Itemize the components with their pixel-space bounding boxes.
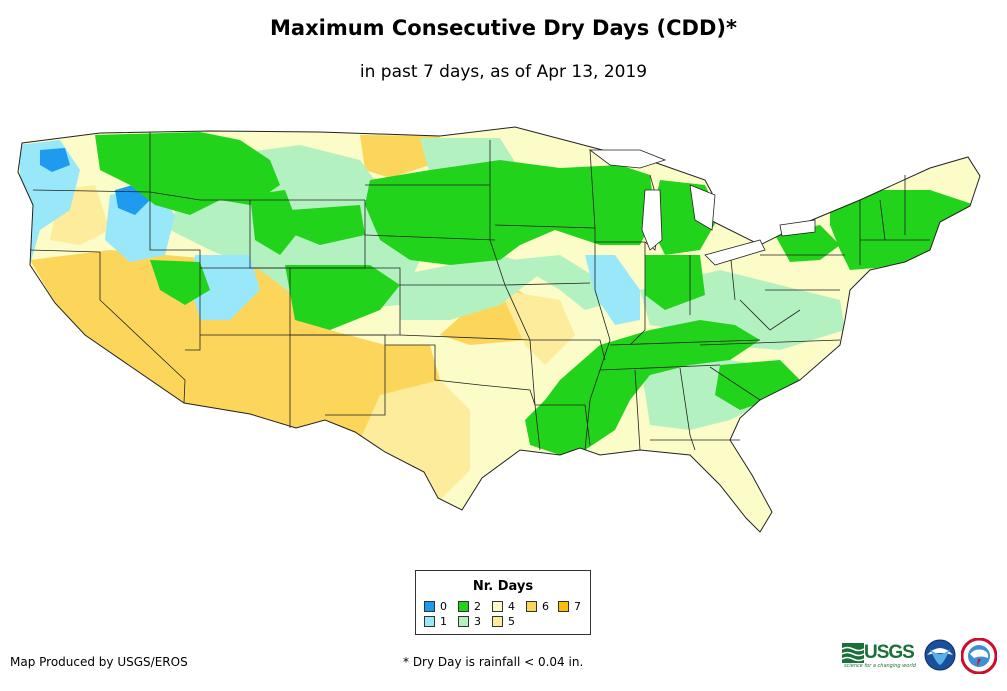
border-mn-ia — [494, 224, 596, 229]
zone-2-days-carolinas — [715, 360, 800, 410]
zone-3-days-plains — [400, 255, 545, 320]
legend-swatch-0 — [424, 601, 435, 612]
lake-michigan — [641, 189, 663, 251]
border-ne-sd — [364, 234, 496, 241]
border-ms-al — [634, 369, 641, 451]
border-nc-va — [699, 339, 841, 346]
zone-1-day-pacific-northwest — [18, 140, 80, 265]
legend-item-2: 2 — [458, 601, 481, 613]
legend-label-3: 3 — [474, 615, 481, 628]
zone-1-day-colorado — [190, 255, 260, 320]
border-il-in — [629, 242, 646, 346]
us-dry-days-map — [17, 126, 981, 533]
dry-day-footnote: * Dry Day is rainfall < 0.04 in. — [403, 655, 584, 669]
legend-item-4: 4 — [492, 601, 515, 613]
nws-logo-icon — [961, 638, 997, 674]
zone-3-days-upper-midwest — [510, 255, 620, 310]
great-lakes — [588, 149, 816, 266]
legend-swatch-6 — [526, 601, 537, 612]
lake-superior — [588, 149, 667, 169]
usgs-wave-icon — [842, 643, 864, 663]
zone-2-days-mississippi — [525, 320, 760, 455]
legend-swatch-2 — [458, 601, 469, 612]
legend-title: Nr. Days — [472, 579, 534, 594]
border-vt-nh — [879, 199, 886, 241]
zone-5-days-plains — [500, 290, 575, 365]
zone-2-days-wyoming — [250, 190, 300, 255]
usgs-tagline: science for a changing world — [844, 663, 916, 669]
border-nm-tx — [290, 334, 386, 416]
legend-item-0: 0 — [424, 601, 447, 613]
legend-item-7: 7 — [558, 601, 581, 613]
usgs-logo: USGS science for a changing world — [842, 641, 918, 671]
legend-swatch-5 — [492, 616, 503, 627]
border-al-ga — [679, 367, 696, 451]
zone-2-days-colorado — [285, 265, 400, 330]
lake-erie — [704, 239, 766, 266]
legend-label-5: 5 — [508, 615, 515, 628]
zone-2-days-northern-plains-strip — [290, 205, 365, 245]
zone-2-days-northern-rockies — [95, 132, 280, 215]
dry-days-color-fill — [18, 127, 980, 532]
zone-5-days-southern-plains — [360, 380, 470, 500]
zone-2-days-utah — [150, 260, 210, 305]
zone-2-days-north-central — [365, 160, 655, 265]
border-wa-or — [32, 189, 151, 193]
border-va-wv — [739, 299, 801, 331]
border-nv-ut — [149, 192, 201, 351]
border-tn-al — [599, 364, 721, 371]
lake-ontario — [779, 219, 816, 237]
border-ca-nv — [99, 252, 186, 404]
usgs-wordmark: USGS — [864, 642, 915, 663]
zone-6-days-southwest — [30, 250, 440, 440]
map-credit: Map Produced by USGS/EROS — [10, 655, 188, 669]
border-ia-mo — [504, 282, 591, 286]
border-tx-ok — [385, 344, 536, 406]
zone-1-day-midwest — [585, 255, 640, 325]
legend-label-0: 0 — [440, 600, 447, 613]
legend-label-1: 1 — [440, 615, 447, 628]
legend-swatch-1 — [424, 616, 435, 627]
legend-label-6: 6 — [542, 600, 549, 613]
border-ky-tn — [609, 339, 761, 346]
border-ut-co — [200, 267, 291, 336]
legend-item-1: 1 — [424, 616, 447, 628]
border-ar-la — [535, 404, 591, 446]
legend-item-6: 6 — [526, 601, 549, 613]
legend-label-7: 7 — [574, 600, 581, 613]
lake-huron — [689, 184, 716, 231]
zone-0-days-washington — [40, 148, 70, 172]
legend-label-4: 4 — [508, 600, 515, 613]
border-mississippi-river — [584, 149, 611, 451]
border-ok-ks — [399, 334, 531, 341]
legend-swatch-4 — [492, 601, 503, 612]
border-or-ca — [29, 249, 101, 253]
legend-swatch-7 — [558, 601, 569, 612]
border-mo-ar — [530, 339, 606, 361]
legend-label-2: 2 — [474, 600, 481, 613]
map-title: Maximum Consecutive Dry Days (CDD)* — [270, 16, 737, 40]
zone-6-days-montana — [360, 135, 440, 178]
border-ga-sc — [709, 366, 761, 401]
legend-item-5: 5 — [492, 616, 515, 628]
border-id-mt — [149, 132, 250, 201]
legend-swatch-3 — [458, 616, 469, 627]
legend-box: Nr. Days 0 1 2 3 4 5 6 7 — [415, 570, 591, 635]
legend-item-3: 3 — [458, 616, 481, 628]
zone-2-days-new-england — [830, 190, 975, 270]
border-nd-mn — [489, 140, 541, 451]
map-subtitle: in past 7 days, as of Apr 13, 2019 — [359, 62, 648, 82]
noaa-logo-icon — [924, 639, 956, 671]
